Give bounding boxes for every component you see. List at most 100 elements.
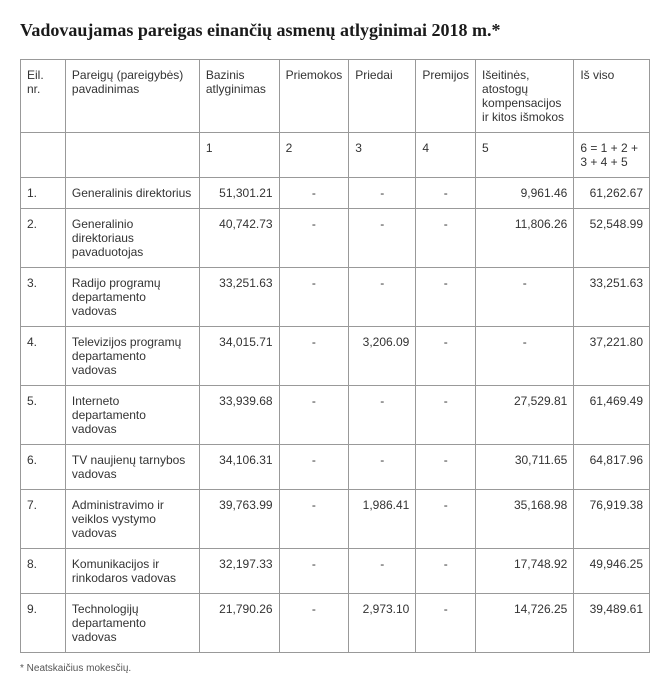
table-row: 6.TV naujienų tarnybos vadovas34,106.31-… <box>21 445 650 490</box>
col-header-priedai: Priedai <box>349 60 416 133</box>
cell-premijos: - <box>416 549 476 594</box>
cell-position: Komunikacijos ir rinkodaros vadovas <box>65 549 199 594</box>
cell-position: Interneto departamento vadovas <box>65 386 199 445</box>
subheader-total: 6 = 1 + 2 + 3 + 4 + 5 <box>574 133 650 178</box>
cell-total: 76,919.38 <box>574 490 650 549</box>
cell-position: Administravimo ir veiklos vystymo vadova… <box>65 490 199 549</box>
col-header-eil: Eil. nr. <box>21 60 66 133</box>
cell-priedai: 3,206.09 <box>349 327 416 386</box>
cell-n: 6. <box>21 445 66 490</box>
cell-position: Generalinio direktoriaus pavaduotojas <box>65 209 199 268</box>
cell-premijos: - <box>416 178 476 209</box>
cell-iseitines: 27,529.81 <box>476 386 574 445</box>
cell-priedai: - <box>349 209 416 268</box>
table-row: 2.Generalinio direktoriaus pavaduotojas4… <box>21 209 650 268</box>
cell-priemokos: - <box>279 386 349 445</box>
cell-n: 7. <box>21 490 66 549</box>
cell-priemokos: - <box>279 490 349 549</box>
cell-priedai: - <box>349 386 416 445</box>
cell-position: Televizijos programų departamento vadova… <box>65 327 199 386</box>
cell-priedai: - <box>349 445 416 490</box>
cell-priedai: - <box>349 268 416 327</box>
cell-iseitines: 9,961.46 <box>476 178 574 209</box>
cell-iseitines: 30,711.65 <box>476 445 574 490</box>
cell-position: Technologijų departamento vadovas <box>65 594 199 653</box>
cell-premijos: - <box>416 209 476 268</box>
col-header-base: Bazinis atlyginimas <box>199 60 279 133</box>
cell-position: Generalinis direktorius <box>65 178 199 209</box>
cell-base: 34,106.31 <box>199 445 279 490</box>
cell-base: 40,742.73 <box>199 209 279 268</box>
subheader-iseitines: 5 <box>476 133 574 178</box>
table-row: 4.Televizijos programų departamento vado… <box>21 327 650 386</box>
cell-position: Radijo programų departamento vadovas <box>65 268 199 327</box>
cell-n: 1. <box>21 178 66 209</box>
subheader-eil <box>21 133 66 178</box>
cell-total: 52,548.99 <box>574 209 650 268</box>
cell-premijos: - <box>416 594 476 653</box>
page-title: Vadovaujamas pareigas einančių asmenų at… <box>20 20 650 41</box>
cell-total: 33,251.63 <box>574 268 650 327</box>
subheader-base: 1 <box>199 133 279 178</box>
cell-iseitines: 11,806.26 <box>476 209 574 268</box>
cell-base: 21,790.26 <box>199 594 279 653</box>
cell-priedai: - <box>349 178 416 209</box>
cell-total: 64,817.96 <box>574 445 650 490</box>
cell-priemokos: - <box>279 327 349 386</box>
cell-base: 33,251.63 <box>199 268 279 327</box>
cell-priemokos: - <box>279 594 349 653</box>
cell-n: 2. <box>21 209 66 268</box>
subheader-priemokos: 2 <box>279 133 349 178</box>
cell-priemokos: - <box>279 209 349 268</box>
cell-premijos: - <box>416 268 476 327</box>
table-row: 1.Generalinis direktorius51,301.21---9,9… <box>21 178 650 209</box>
table-row: 9.Technologijų departamento vadovas21,79… <box>21 594 650 653</box>
subheader-priedai: 3 <box>349 133 416 178</box>
table-row: 3.Radijo programų departamento vadovas33… <box>21 268 650 327</box>
cell-iseitines: - <box>476 327 574 386</box>
subheader-position <box>65 133 199 178</box>
col-header-iseitines: Išeitinės, atostogų kompensacijos ir kit… <box>476 60 574 133</box>
cell-total: 49,946.25 <box>574 549 650 594</box>
cell-premijos: - <box>416 327 476 386</box>
cell-priemokos: - <box>279 178 349 209</box>
table-body: 1.Generalinis direktorius51,301.21---9,9… <box>21 178 650 653</box>
subheader-premijos: 4 <box>416 133 476 178</box>
cell-total: 61,262.67 <box>574 178 650 209</box>
col-header-priemokos: Priemokos <box>279 60 349 133</box>
col-header-total: Iš viso <box>574 60 650 133</box>
footnote: * Neatskaičius mokesčių. <box>20 663 650 674</box>
cell-priemokos: - <box>279 268 349 327</box>
cell-premijos: - <box>416 445 476 490</box>
cell-iseitines: 17,748.92 <box>476 549 574 594</box>
col-header-premijos: Premijos <box>416 60 476 133</box>
cell-priedai: - <box>349 549 416 594</box>
cell-premijos: - <box>416 490 476 549</box>
cell-n: 8. <box>21 549 66 594</box>
table-row: 5.Interneto departamento vadovas33,939.6… <box>21 386 650 445</box>
cell-priedai: 2,973.10 <box>349 594 416 653</box>
cell-total: 39,489.61 <box>574 594 650 653</box>
cell-iseitines: 35,168.98 <box>476 490 574 549</box>
cell-priemokos: - <box>279 445 349 490</box>
header-row: Eil. nr. Pareigų (pareigybės) pavadinima… <box>21 60 650 133</box>
cell-n: 9. <box>21 594 66 653</box>
cell-base: 51,301.21 <box>199 178 279 209</box>
subheader-row: 1 2 3 4 5 6 = 1 + 2 + 3 + 4 + 5 <box>21 133 650 178</box>
cell-base: 34,015.71 <box>199 327 279 386</box>
cell-priedai: 1,986.41 <box>349 490 416 549</box>
cell-total: 61,469.49 <box>574 386 650 445</box>
cell-n: 4. <box>21 327 66 386</box>
cell-base: 32,197.33 <box>199 549 279 594</box>
cell-iseitines: 14,726.25 <box>476 594 574 653</box>
cell-base: 39,763.99 <box>199 490 279 549</box>
table-row: 7.Administravimo ir veiklos vystymo vado… <box>21 490 650 549</box>
table-row: 8.Komunikacijos ir rinkodaros vadovas32,… <box>21 549 650 594</box>
cell-total: 37,221.80 <box>574 327 650 386</box>
cell-n: 5. <box>21 386 66 445</box>
cell-premijos: - <box>416 386 476 445</box>
salary-table: Eil. nr. Pareigų (pareigybės) pavadinima… <box>20 59 650 653</box>
cell-priemokos: - <box>279 549 349 594</box>
cell-base: 33,939.68 <box>199 386 279 445</box>
cell-iseitines: - <box>476 268 574 327</box>
